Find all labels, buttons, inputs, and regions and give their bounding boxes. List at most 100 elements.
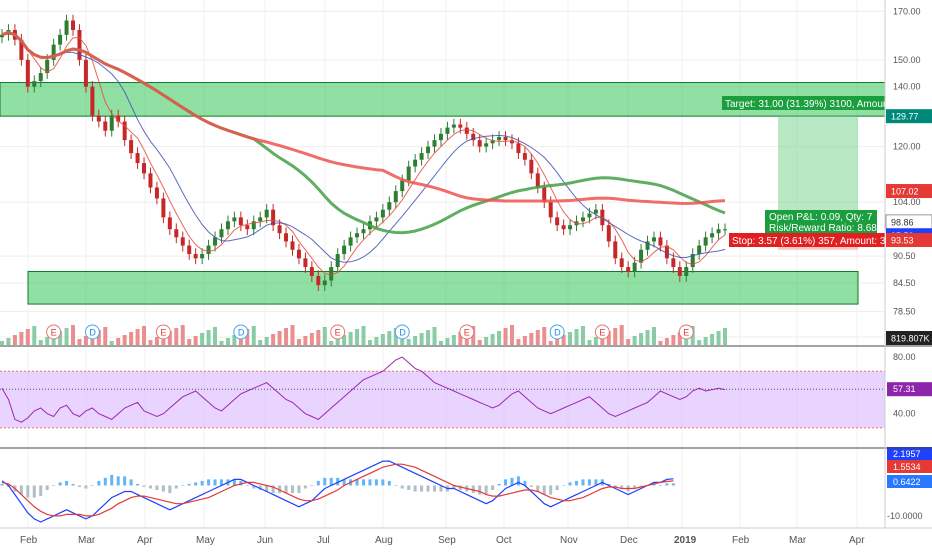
volume-bar [71,325,75,345]
candle-body [355,233,359,237]
macd-histogram-bar [543,485,546,494]
candle-body [362,229,366,233]
volume-bar [19,332,23,345]
time-tick-label: Jun [257,535,273,546]
rsi-tick-label: 40.00 [893,409,916,419]
volume-bar [658,341,662,345]
candle-body [200,254,204,258]
candle-body [161,198,165,217]
price-badge-label: 129.77 [891,112,919,122]
volume-bar [194,336,198,345]
candle-body [265,210,269,218]
zone-rect [28,271,858,304]
volume-bar [39,340,43,345]
volume-bar [717,331,721,345]
macd-histogram-bar [65,481,68,486]
macd-histogram-bar [536,485,539,491]
volume-bar [265,337,269,345]
volume-bar [13,335,17,345]
volume-bar [420,333,424,345]
volume-bar [407,339,411,345]
volume-bar [581,326,585,345]
price-tick-label: 170.00 [893,6,921,16]
macd-histogram-bar [401,485,404,488]
candle-body [484,143,488,146]
candle-body [497,137,501,140]
volume-bar [639,333,643,345]
volume-bar [32,326,36,345]
volume-bar [413,336,417,345]
candle-body [278,225,282,233]
volume-bar [316,330,320,345]
candle-body [329,267,333,280]
macd-histogram-bar [407,485,410,490]
macd-histogram-bar [530,485,533,487]
candle-body [58,35,62,45]
volume-bar [252,326,256,345]
candle-body [549,202,553,217]
candle-body [420,153,424,160]
macd-histogram-bar [517,476,520,485]
candle-body [633,263,637,272]
candle-body [303,258,307,267]
candle-body [103,121,107,130]
macd-badge-label: 0.6422 [893,477,921,487]
macd-badge-label: 1.5534 [893,462,921,472]
candle-body [90,87,94,116]
price-tick-label: 150.00 [893,55,921,65]
candle-body [433,140,437,146]
volume-bar [207,330,211,345]
candle-body [413,160,417,167]
macd-histogram-bar [588,479,591,485]
price-tick-label: 120.00 [893,142,921,152]
macd-histogram-bar [427,485,430,491]
candle-body [465,128,469,134]
rsi-last-label: 57.31 [893,384,916,394]
moving-average-line [2,32,725,232]
candlesticks [0,15,727,291]
macd-histogram-bar [175,485,178,488]
volume-bar [368,340,372,345]
time-tick-label: May [196,535,215,546]
macd-histogram-bar [665,483,668,485]
candle-body [607,225,611,241]
candle-body [587,214,591,218]
volume-bar [323,327,327,345]
volume-bar [536,330,540,345]
macd-histogram-bar [72,484,75,486]
price-tick-label: 90.50 [893,251,916,261]
macd-histogram-bar [33,485,36,497]
macd-histogram-bar [78,485,81,487]
macd-histogram-bar [214,479,217,485]
target-label: Target: 31.00 (31.39%) 3100, Amount: 999… [725,99,919,110]
earnings-marker-label: E [160,328,166,338]
time-tick-label: Feb [732,535,750,546]
volume-bar [710,334,714,345]
macd-histogram-bar [291,485,294,493]
price-tick-label: 78.50 [893,306,916,316]
candle-body [439,134,443,140]
macd-histogram-bar [104,478,107,486]
candle-body [652,237,656,241]
macd-histogram-bar [323,478,326,486]
volume-bar [387,331,391,345]
volume-bar [510,325,514,345]
volume-bar [671,335,675,345]
macd-histogram-bar [136,484,139,486]
volume-bar [278,331,282,345]
volume-bar [529,333,533,345]
volume-bar [290,325,294,345]
macd-histogram-bar [143,485,146,487]
volume-bar [362,326,366,345]
candle-body [555,217,559,225]
rsi-tick-label: 80.00 [893,352,916,362]
candle-body [239,217,243,225]
macd-histogram-bar [201,481,204,486]
volume-bar [633,336,637,345]
candle-body [710,233,714,237]
volume-bar [497,331,501,345]
volume-bars [0,325,727,345]
volume-bar [491,334,495,345]
